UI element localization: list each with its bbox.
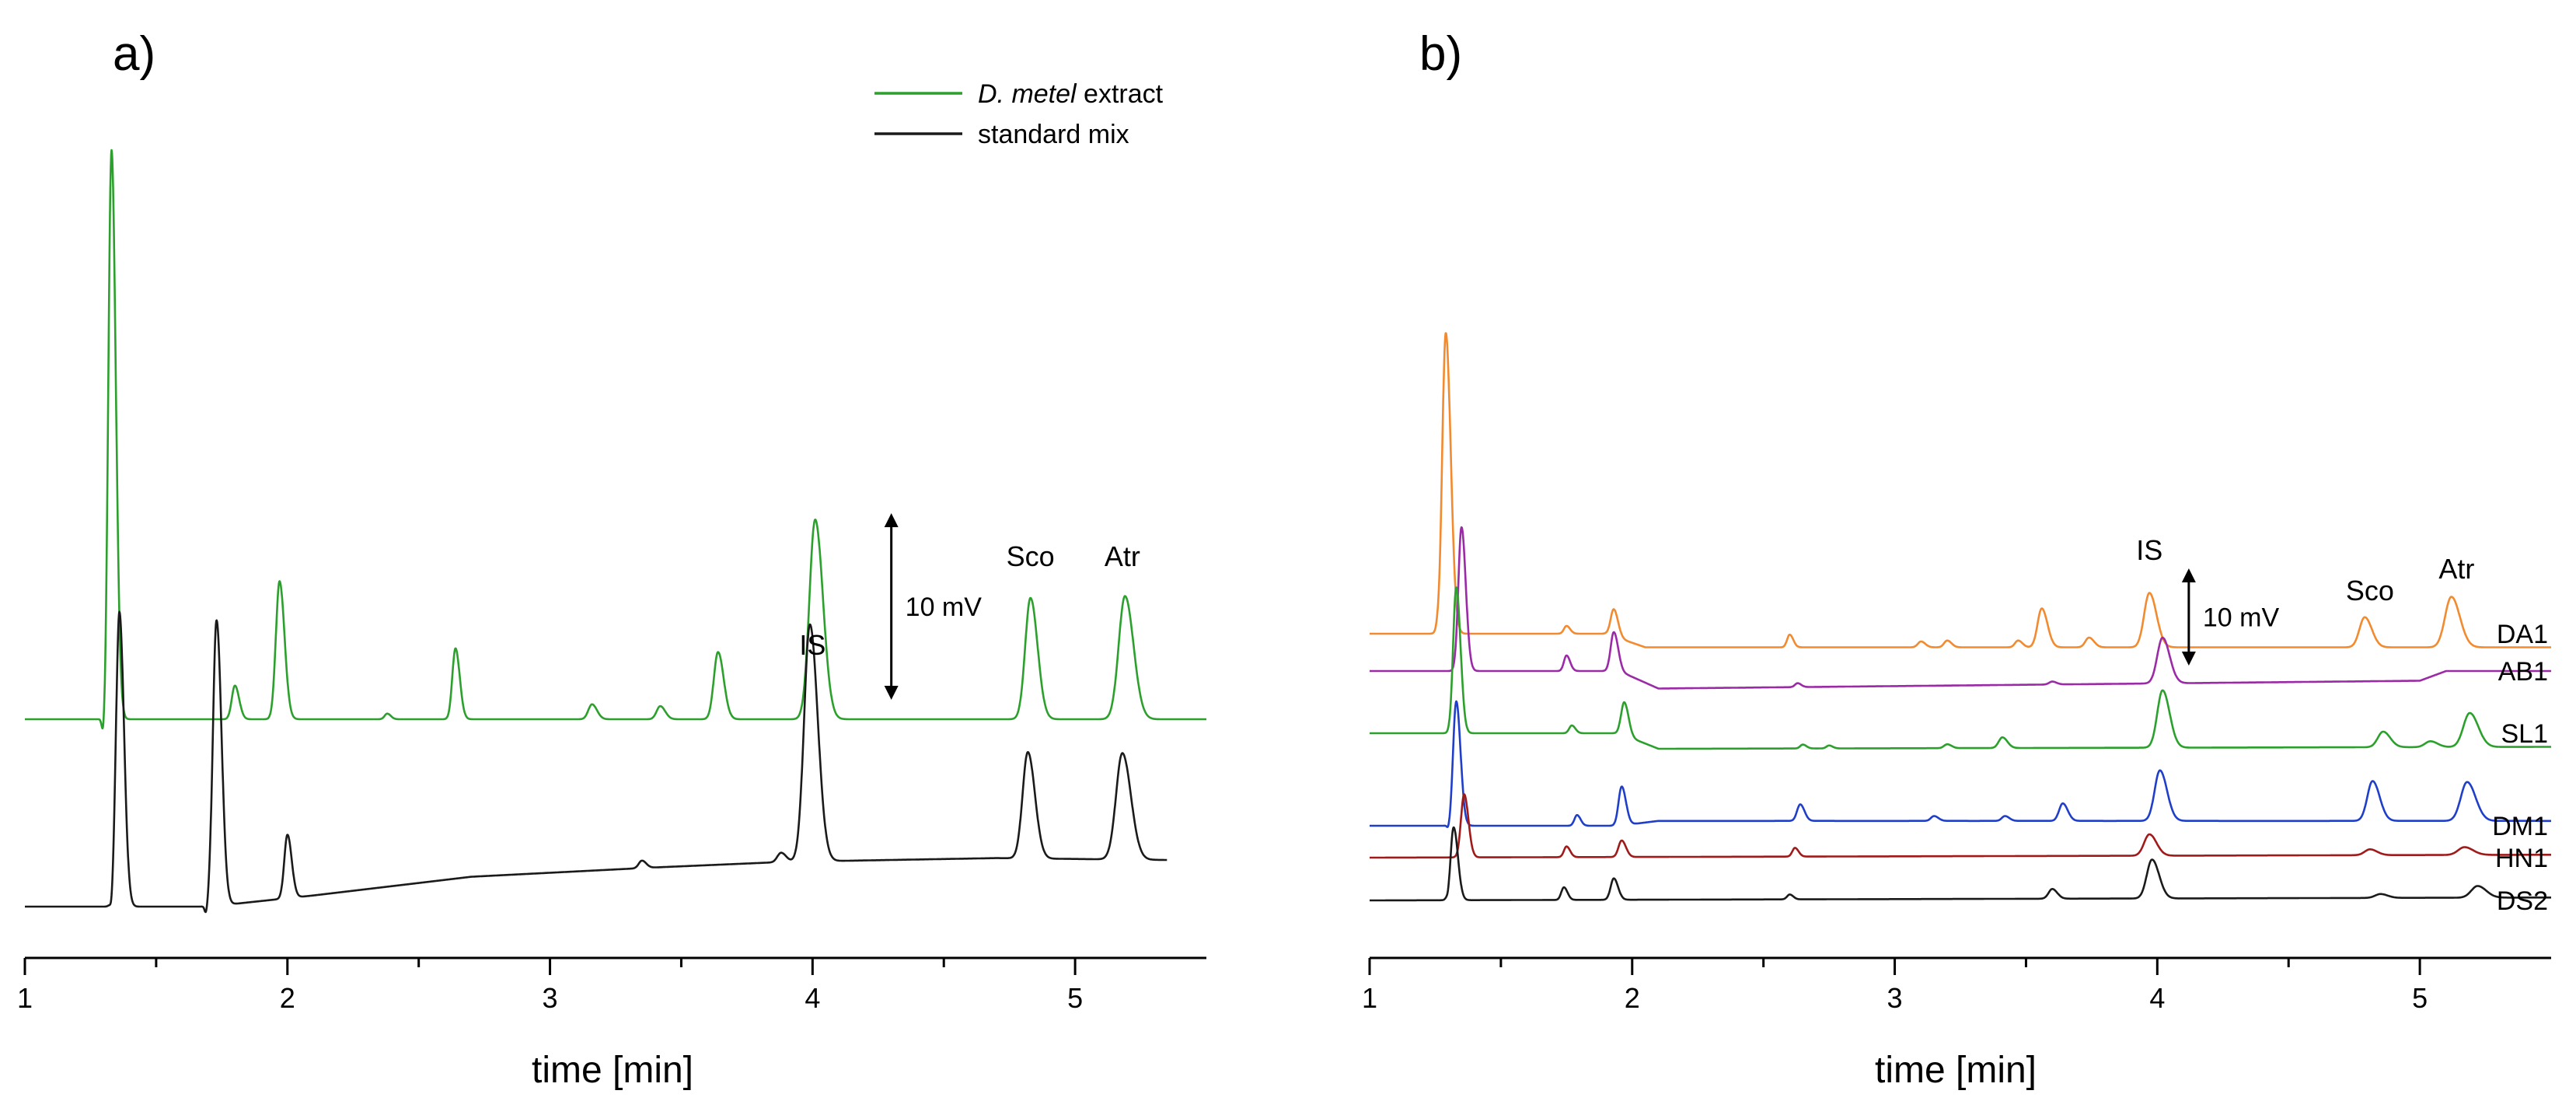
trace-da1 bbox=[1369, 332, 2552, 648]
x-axis-b: 1 2 3 4 5 bbox=[1362, 956, 2551, 1014]
x-tick-label: 1 bbox=[1362, 982, 1377, 1014]
peak-label-atr: Atr bbox=[2438, 553, 2474, 585]
x-tick-label: 5 bbox=[1067, 982, 1083, 1014]
peak-label-sco: Sco bbox=[1007, 540, 1055, 572]
trace-labels-b: DA1 AB1 SL1 DM1 HN1 DS2 bbox=[2492, 620, 2548, 916]
scale-bar-arrow-down bbox=[2181, 652, 2196, 666]
traces-b bbox=[1369, 332, 2552, 902]
x-tick-label: 1 bbox=[17, 982, 33, 1014]
panel-a-label: a) bbox=[113, 27, 155, 81]
peak-label-is: IS bbox=[799, 629, 826, 661]
trace-dm1 bbox=[1369, 700, 2552, 828]
x-axis-a: 1 2 3 4 5 bbox=[17, 956, 1206, 1014]
x-tick-label: 3 bbox=[1887, 982, 1903, 1014]
trace-label-dm1: DM1 bbox=[2492, 812, 2548, 841]
x-axis-title-b: time [min] bbox=[1875, 1050, 2037, 1091]
trace-label-ab1: AB1 bbox=[2498, 657, 2548, 687]
legend-label-standard: standard mix bbox=[978, 120, 1129, 149]
scale-bar-label: 10 mV bbox=[906, 592, 983, 622]
x-axis-title-a: time [min] bbox=[532, 1050, 693, 1091]
x-tick-label: 4 bbox=[805, 982, 820, 1014]
trace-ds2 bbox=[1369, 826, 2552, 902]
trace-label-sl1: SL1 bbox=[2501, 719, 2549, 749]
trace-ab1 bbox=[1369, 526, 2552, 690]
peak-label-is: IS bbox=[2136, 534, 2162, 566]
x-tick-label: 3 bbox=[543, 982, 558, 1014]
legend: D. metel extract standard mix bbox=[874, 79, 1164, 149]
scale-bar-a: 10 mV bbox=[884, 513, 983, 700]
trace-sl1 bbox=[1369, 586, 2552, 750]
scale-bar-arrow-down bbox=[884, 686, 899, 700]
legend-label-extract: D. metel extract bbox=[978, 79, 1164, 109]
trace-label-da1: DA1 bbox=[2497, 620, 2548, 649]
traces-a bbox=[24, 149, 1207, 914]
peak-label-sco: Sco bbox=[2346, 575, 2394, 606]
trace-standard-mix bbox=[24, 610, 1168, 914]
trace-label-ds2: DS2 bbox=[2497, 886, 2548, 916]
panel-b-label: b) bbox=[1419, 27, 1462, 81]
scale-bar-b: 10 mV bbox=[2181, 568, 2280, 666]
x-tick-label: 5 bbox=[2412, 982, 2428, 1014]
x-tick-label: 2 bbox=[280, 982, 295, 1014]
trace-d-metel-extract bbox=[24, 149, 1207, 730]
x-tick-label: 2 bbox=[1625, 982, 1640, 1014]
panel-a: a) D. metel extract standard mix IS Sco … bbox=[17, 27, 1207, 1091]
scale-bar-label: 10 mV bbox=[2203, 603, 2280, 633]
scale-bar-arrow-up bbox=[2181, 568, 2196, 582]
trace-label-hn1: HN1 bbox=[2495, 844, 2548, 873]
panel-b: b) IS Sco Atr 10 mV DA1 AB1 SL1 DM1 HN1 … bbox=[1362, 27, 2552, 1091]
x-tick-label: 4 bbox=[2149, 982, 2165, 1014]
scale-bar-arrow-up bbox=[884, 513, 899, 527]
peak-label-atr: Atr bbox=[1105, 540, 1140, 572]
trace-hn1 bbox=[1369, 793, 2552, 859]
